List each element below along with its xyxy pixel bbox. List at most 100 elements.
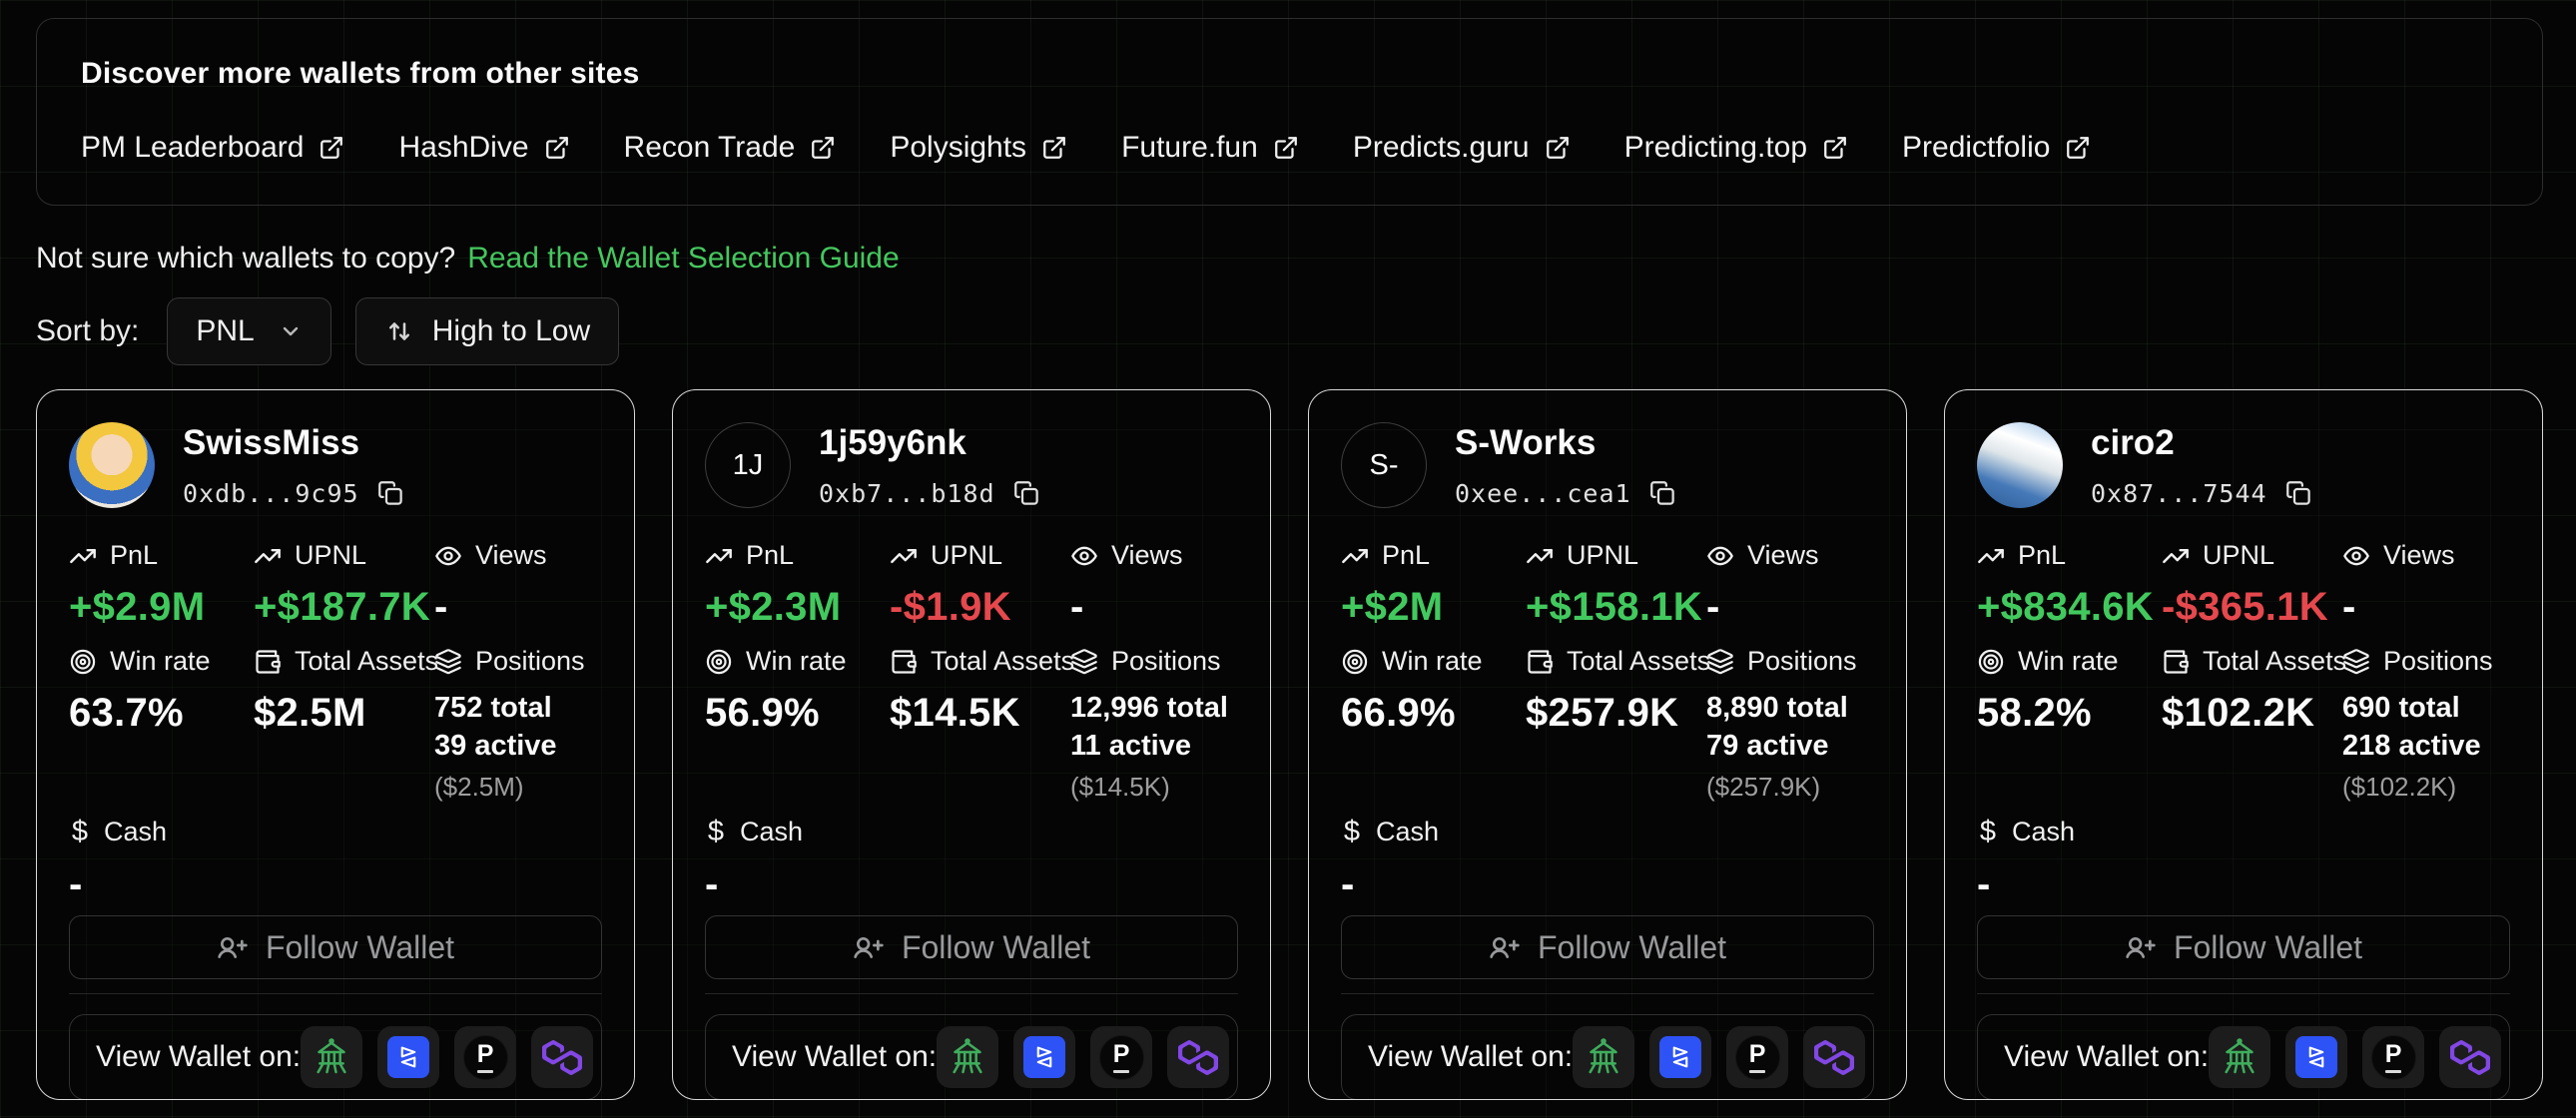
- wallet-card: ciro2 0x87...7544 PnL +$834.6K: [1944, 389, 2543, 1100]
- upnl-label: UPNL: [254, 540, 434, 571]
- eye-icon: [1707, 546, 1733, 565]
- banner-link-label: HashDive: [398, 131, 529, 164]
- stats-row-1: PnL +$834.6K UPNL -$365.1K Views -: [1977, 540, 2510, 630]
- card-bottom: Follow Wallet View Wallet on:: [69, 915, 602, 1099]
- view-site-gazebo-tile[interactable]: [2209, 1026, 2271, 1088]
- wallet-card: S- S-Works 0xee...cea1 PnL: [1308, 389, 1907, 1100]
- view-site-polymarket-tile[interactable]: [1649, 1026, 1712, 1088]
- wallet-icon: [1528, 649, 1553, 674]
- gazebo-icon: [953, 1038, 982, 1074]
- copy-address-button[interactable]: [377, 480, 404, 507]
- trending-up-icon: [255, 548, 281, 563]
- banner-external-link[interactable]: Predicts.guru: [1353, 131, 1571, 165]
- view-wallet-bar: View Wallet on:: [1977, 1014, 2510, 1099]
- sort-direction-button[interactable]: High to Low: [354, 297, 620, 365]
- views-label: Views: [434, 540, 602, 571]
- views-value: -: [1706, 585, 1720, 629]
- banner-external-link[interactable]: Future.fun: [1121, 131, 1299, 165]
- positions-active: 39 active: [434, 730, 557, 763]
- copy-address-button[interactable]: [1013, 480, 1040, 507]
- cash-label: $ Cash: [705, 816, 890, 848]
- divider: [69, 993, 602, 994]
- banner-external-link[interactable]: Predictfolio: [1902, 131, 2091, 165]
- views-value: -: [2342, 585, 2356, 629]
- banner-external-link[interactable]: Predicting.top: [1624, 131, 1848, 165]
- wallet-name: SwissMiss: [183, 422, 360, 462]
- p-badge-icon: P: [1098, 1034, 1144, 1080]
- view-site-polygonscan-tile[interactable]: [2439, 1026, 2502, 1088]
- view-site-polymarket-tile[interactable]: [1013, 1026, 1076, 1088]
- external-link-icon: [2065, 135, 2091, 161]
- copy-address-button[interactable]: [1649, 480, 1676, 507]
- view-site-gazebo-tile[interactable]: [1573, 1026, 1635, 1088]
- banner-external-link[interactable]: HashDive: [398, 131, 569, 165]
- copy-address-button[interactable]: [2285, 480, 2312, 507]
- stats-row-3: $ Cash -: [1977, 816, 2510, 907]
- positions-active-value: ($102.2K): [2342, 771, 2457, 802]
- gazebo-icon: [1589, 1038, 1618, 1074]
- view-site-polygonscan-tile[interactable]: [1803, 1026, 1866, 1088]
- cash-value: -: [1341, 862, 1355, 906]
- banner-link-label: Polysights: [890, 131, 1027, 164]
- stats-row-3: $ Cash -: [1341, 816, 1874, 907]
- trending-up-icon: [1527, 548, 1553, 563]
- total-assets-label: Total Assets: [254, 646, 438, 677]
- cash-value: -: [69, 862, 83, 906]
- banner-link-label: Future.fun: [1121, 131, 1258, 164]
- win-rate-value: 63.7%: [69, 691, 184, 735]
- follow-wallet-button[interactable]: Follow Wallet: [69, 915, 602, 979]
- trending-up-icon: [2163, 548, 2189, 563]
- external-link-icon: [319, 135, 344, 161]
- view-site-p-badge-tile[interactable]: P: [454, 1026, 517, 1088]
- view-wallet-bar: View Wallet on:: [69, 1014, 602, 1099]
- positions-label: Positions: [1706, 646, 1874, 677]
- views-label: Views: [1070, 540, 1238, 571]
- follow-wallet-button[interactable]: Follow Wallet: [1977, 915, 2510, 979]
- positions-label: Positions: [434, 646, 602, 677]
- win-rate-label: Win rate: [69, 646, 254, 677]
- follow-wallet-button[interactable]: Follow Wallet: [705, 915, 1238, 979]
- cards-row: SwissMiss 0xdb...9c95 PnL +$2.9M: [36, 389, 2543, 1100]
- layers-icon: [1071, 648, 1097, 674]
- view-site-gazebo-tile[interactable]: [937, 1026, 999, 1088]
- layers-icon: [2343, 648, 2369, 674]
- banner-external-link[interactable]: Recon Trade: [624, 131, 837, 165]
- positions-active-value: ($257.9K): [1706, 771, 1821, 802]
- banner-external-link[interactable]: Polysights: [890, 131, 1067, 165]
- banner-links: PM Leaderboard HashDive Recon Trade Poly…: [81, 131, 2498, 165]
- gazebo-icon: [317, 1038, 346, 1074]
- upnl-label: UPNL: [890, 540, 1070, 571]
- view-site-polygonscan-tile[interactable]: [1167, 1026, 1230, 1088]
- avatar: 1J: [705, 422, 791, 508]
- view-site-polygonscan-tile[interactable]: [531, 1026, 594, 1088]
- target-icon: [706, 649, 732, 674]
- view-site-p-badge-tile[interactable]: P: [1726, 1026, 1789, 1088]
- banner-link-label: Predicts.guru: [1352, 131, 1530, 164]
- card-bottom: Follow Wallet View Wallet on:: [1341, 915, 1874, 1099]
- view-site-p-badge-tile[interactable]: P: [2362, 1026, 2425, 1088]
- wallet-card-header: SwissMiss 0xdb...9c95: [69, 422, 602, 508]
- sort-field-dropdown[interactable]: PNL: [167, 297, 331, 365]
- polymarket-icon: [1659, 1036, 1702, 1078]
- pnl-value: +$2.3M: [705, 585, 842, 629]
- view-site-polymarket-tile[interactable]: [377, 1026, 440, 1088]
- copy-icon: [1649, 480, 1674, 505]
- pnl-label: PnL: [69, 540, 254, 571]
- external-link-icon: [1041, 135, 1067, 161]
- view-site-polymarket-tile[interactable]: [2285, 1026, 2348, 1088]
- view-site-gazebo-tile[interactable]: [301, 1026, 363, 1088]
- banner-link-label: Predicting.top: [1623, 131, 1808, 164]
- divider: [705, 993, 1238, 994]
- target-icon: [1342, 649, 1368, 674]
- guide-row: Not sure which wallets to copy? Read the…: [36, 242, 2543, 276]
- wallet-selection-guide-link[interactable]: Read the Wallet Selection Guide: [467, 242, 900, 275]
- wallet-address: 0x87...7544: [2091, 478, 2267, 508]
- win-rate-label: Win rate: [705, 646, 890, 677]
- banner-external-link[interactable]: PM Leaderboard: [81, 131, 344, 165]
- follow-wallet-button[interactable]: Follow Wallet: [1341, 915, 1874, 979]
- view-site-p-badge-tile[interactable]: P: [1090, 1026, 1153, 1088]
- win-rate-label: Win rate: [1341, 646, 1526, 677]
- discover-banner: Discover more wallets from other sites P…: [36, 18, 2543, 206]
- card-bottom: Follow Wallet View Wallet on:: [1977, 915, 2510, 1099]
- total-assets-label: Total Assets: [2162, 646, 2346, 677]
